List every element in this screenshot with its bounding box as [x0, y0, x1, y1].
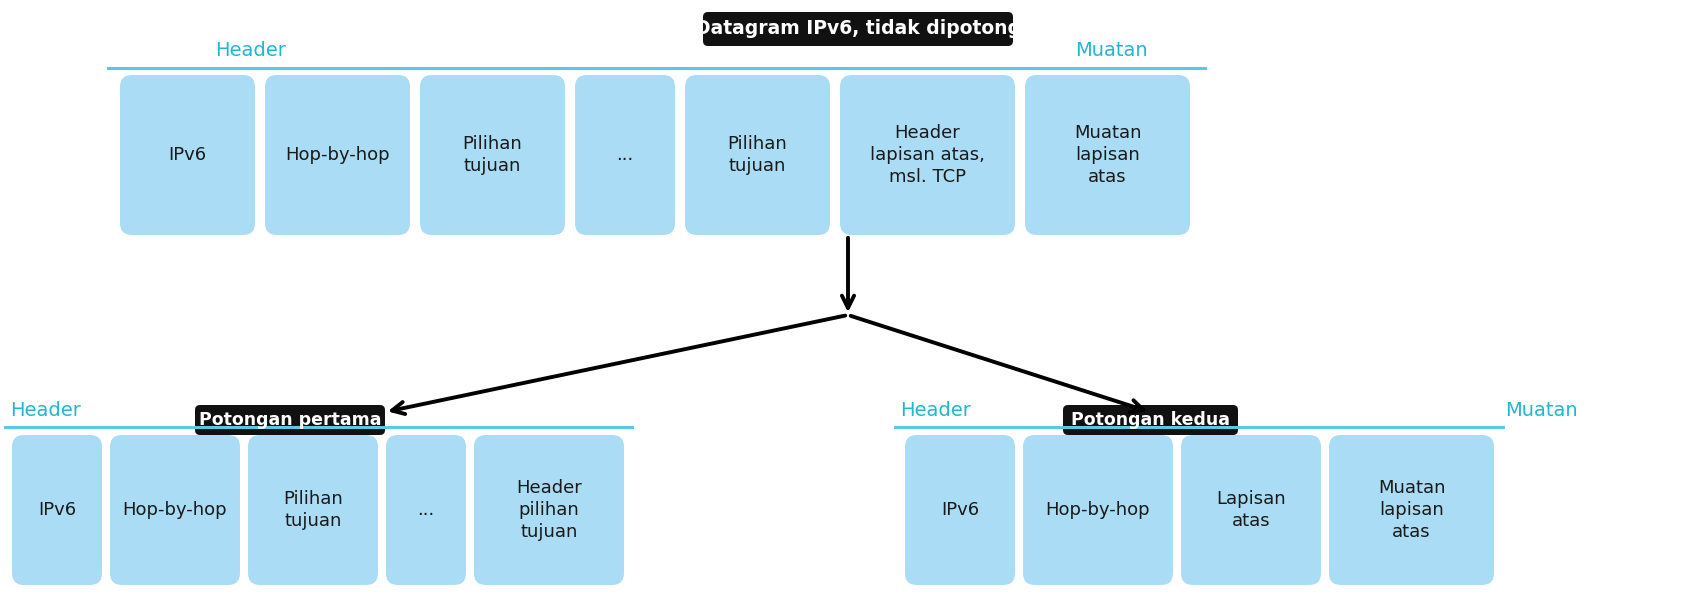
Text: ...: ...	[417, 501, 434, 519]
FancyBboxPatch shape	[385, 435, 467, 585]
FancyBboxPatch shape	[1329, 435, 1493, 585]
Text: Pilihan
tujuan: Pilihan tujuan	[283, 490, 343, 530]
Text: Datagram IPv6, tidak dipotong: Datagram IPv6, tidak dipotong	[696, 20, 1022, 39]
FancyBboxPatch shape	[265, 75, 411, 235]
FancyBboxPatch shape	[703, 12, 1013, 46]
Text: Muatan: Muatan	[1505, 401, 1578, 420]
Text: Hop-by-hop: Hop-by-hop	[285, 146, 390, 164]
FancyBboxPatch shape	[473, 435, 624, 585]
Text: Muatan
lapisan
atas: Muatan lapisan atas	[1074, 124, 1142, 186]
Text: Header
lapisan atas,
msl. TCP: Header lapisan atas, msl. TCP	[871, 124, 984, 186]
Text: Header: Header	[216, 41, 285, 60]
Text: Header: Header	[899, 401, 971, 420]
FancyBboxPatch shape	[575, 75, 675, 235]
Text: Lapisan
atas: Lapisan atas	[1217, 490, 1286, 530]
Text: IPv6: IPv6	[37, 501, 76, 519]
Text: Header: Header	[10, 401, 81, 420]
FancyBboxPatch shape	[686, 75, 830, 235]
FancyBboxPatch shape	[120, 75, 255, 235]
Text: Header
pilihan
tujuan: Header pilihan tujuan	[516, 479, 582, 541]
Text: Pilihan
tujuan: Pilihan tujuan	[463, 135, 523, 175]
FancyBboxPatch shape	[419, 75, 565, 235]
Text: Hop-by-hop: Hop-by-hop	[122, 501, 227, 519]
FancyBboxPatch shape	[195, 405, 385, 435]
FancyBboxPatch shape	[1025, 75, 1190, 235]
Text: Potongan pertama: Potongan pertama	[199, 411, 382, 429]
FancyBboxPatch shape	[905, 435, 1015, 585]
FancyBboxPatch shape	[1181, 435, 1320, 585]
FancyBboxPatch shape	[1023, 435, 1173, 585]
FancyBboxPatch shape	[110, 435, 239, 585]
FancyBboxPatch shape	[12, 435, 102, 585]
Text: Potongan kedua: Potongan kedua	[1071, 411, 1230, 429]
Text: Hop-by-hop: Hop-by-hop	[1045, 501, 1151, 519]
Text: Muatan
lapisan
atas: Muatan lapisan atas	[1378, 479, 1446, 541]
Text: Pilihan
tujuan: Pilihan tujuan	[728, 135, 787, 175]
Text: ...: ...	[616, 146, 633, 164]
Text: Muatan: Muatan	[1074, 41, 1147, 60]
FancyBboxPatch shape	[1062, 405, 1239, 435]
Text: IPv6: IPv6	[940, 501, 979, 519]
Text: IPv6: IPv6	[168, 146, 207, 164]
FancyBboxPatch shape	[248, 435, 378, 585]
FancyBboxPatch shape	[840, 75, 1015, 235]
